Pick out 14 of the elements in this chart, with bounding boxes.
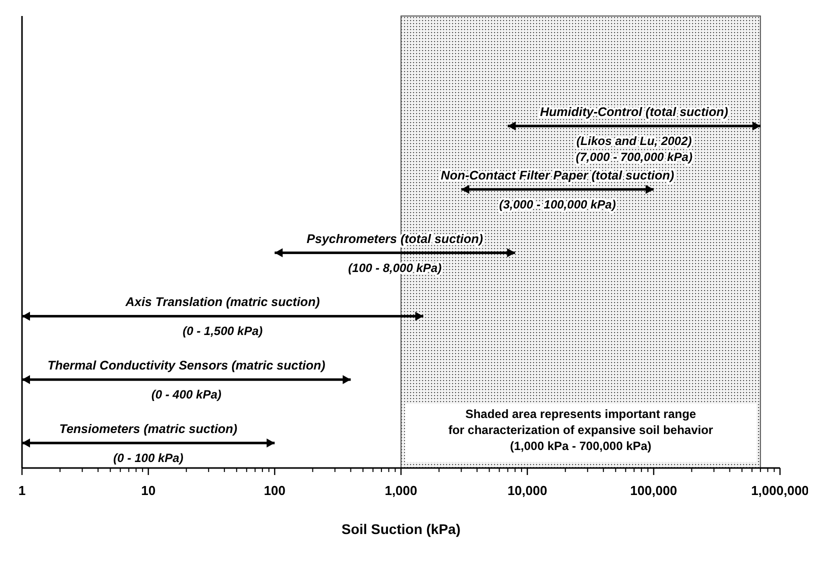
x-tick-label: 100,000 bbox=[630, 483, 678, 498]
x-tick-label: 10 bbox=[141, 483, 156, 498]
x-tick-label: 1,000,000 bbox=[751, 483, 809, 498]
x-tick-label: 10,000 bbox=[507, 483, 548, 498]
text: Axis Translation (matric suction) (0 - 1,500 kPa) bbox=[125, 295, 320, 338]
text: Tensiometers (matric suction) (0 - 100 kPa) bbox=[59, 422, 238, 465]
text: Thermal Conductivity Sensors (matric suction) (0 - 400 kPa) bbox=[47, 358, 326, 402]
x-axis-title: Soil Suction (kPa) bbox=[341, 521, 461, 537]
x-tick-label: 100 bbox=[264, 483, 286, 498]
x-tick-label: 1,000 bbox=[384, 483, 418, 498]
band-label: Shaded area represents important range for characterization of expansive soil behavior (1,000 kPa - 700,000 kPa) bbox=[448, 407, 714, 453]
text: Humidity-Control (total suction) (Likos and Lu, 2002) (7,000 - 700,000 kPa) bbox=[540, 105, 728, 164]
text: Non-Contact Filter Paper (total suction) (3,000 - 100,000 kPa) bbox=[440, 168, 674, 212]
x-tick-label: 1 bbox=[18, 483, 26, 498]
